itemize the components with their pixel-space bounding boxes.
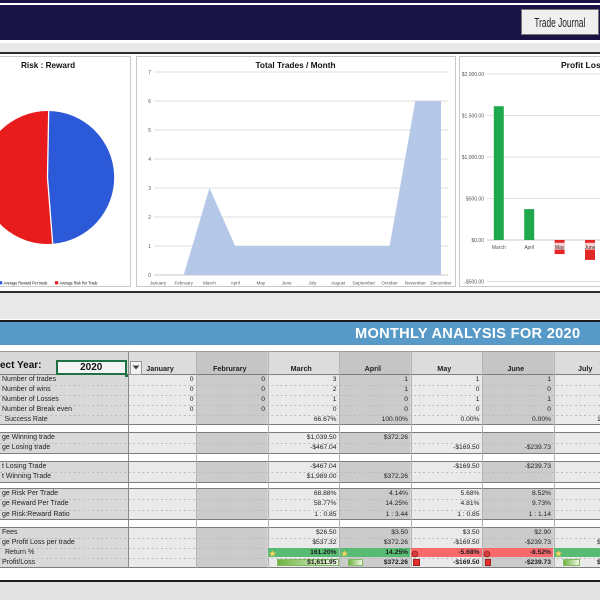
svg-text:2: 2 <box>148 215 151 221</box>
svg-text:April: April <box>524 245 534 251</box>
svg-text:4: 4 <box>148 157 151 163</box>
svg-text:May: May <box>257 280 266 285</box>
svg-text:June: June <box>282 280 292 285</box>
svg-text:-$500.00: -$500.00 <box>464 279 484 285</box>
svg-text:3: 3 <box>148 186 151 192</box>
svg-text:$1,500.00: $1,500.00 <box>462 113 484 119</box>
svg-text:$2,000.00: $2,000.00 <box>462 72 484 78</box>
svg-text:August: August <box>331 280 346 285</box>
svg-text:$1,000.00: $1,000.00 <box>462 155 484 161</box>
svg-text:6: 6 <box>148 99 151 105</box>
svg-text:May: May <box>555 245 565 251</box>
svg-text:December: December <box>430 280 452 285</box>
svg-text:September: September <box>353 280 376 285</box>
svg-text:Average Risk Per Trade: Average Risk Per Trade <box>60 280 98 285</box>
svg-text:$0.00: $0.00 <box>471 238 484 244</box>
svg-text:Average Reward Per trade: Average Reward Per trade <box>4 280 48 285</box>
svg-text:Profit Loss: Profit Loss <box>561 60 600 70</box>
svg-text:November: November <box>405 280 427 285</box>
svg-text:$500.00: $500.00 <box>466 196 484 202</box>
svg-text:March: March <box>492 245 506 251</box>
svg-text:0: 0 <box>148 273 151 279</box>
svg-text:Risk : Reward: Risk : Reward <box>21 61 75 70</box>
svg-text:Total Trades / Month: Total Trades / Month <box>255 60 335 70</box>
svg-text:April: April <box>231 280 240 285</box>
svg-text:October: October <box>381 280 398 285</box>
svg-text:7: 7 <box>148 70 151 76</box>
svg-text:1: 1 <box>148 244 151 250</box>
svg-text:February: February <box>175 280 194 285</box>
svg-text:March: March <box>203 280 216 285</box>
svg-text:July: July <box>308 280 317 285</box>
svg-text:January: January <box>150 280 167 285</box>
svg-text:June: June <box>585 245 596 251</box>
svg-text:5: 5 <box>148 128 151 134</box>
